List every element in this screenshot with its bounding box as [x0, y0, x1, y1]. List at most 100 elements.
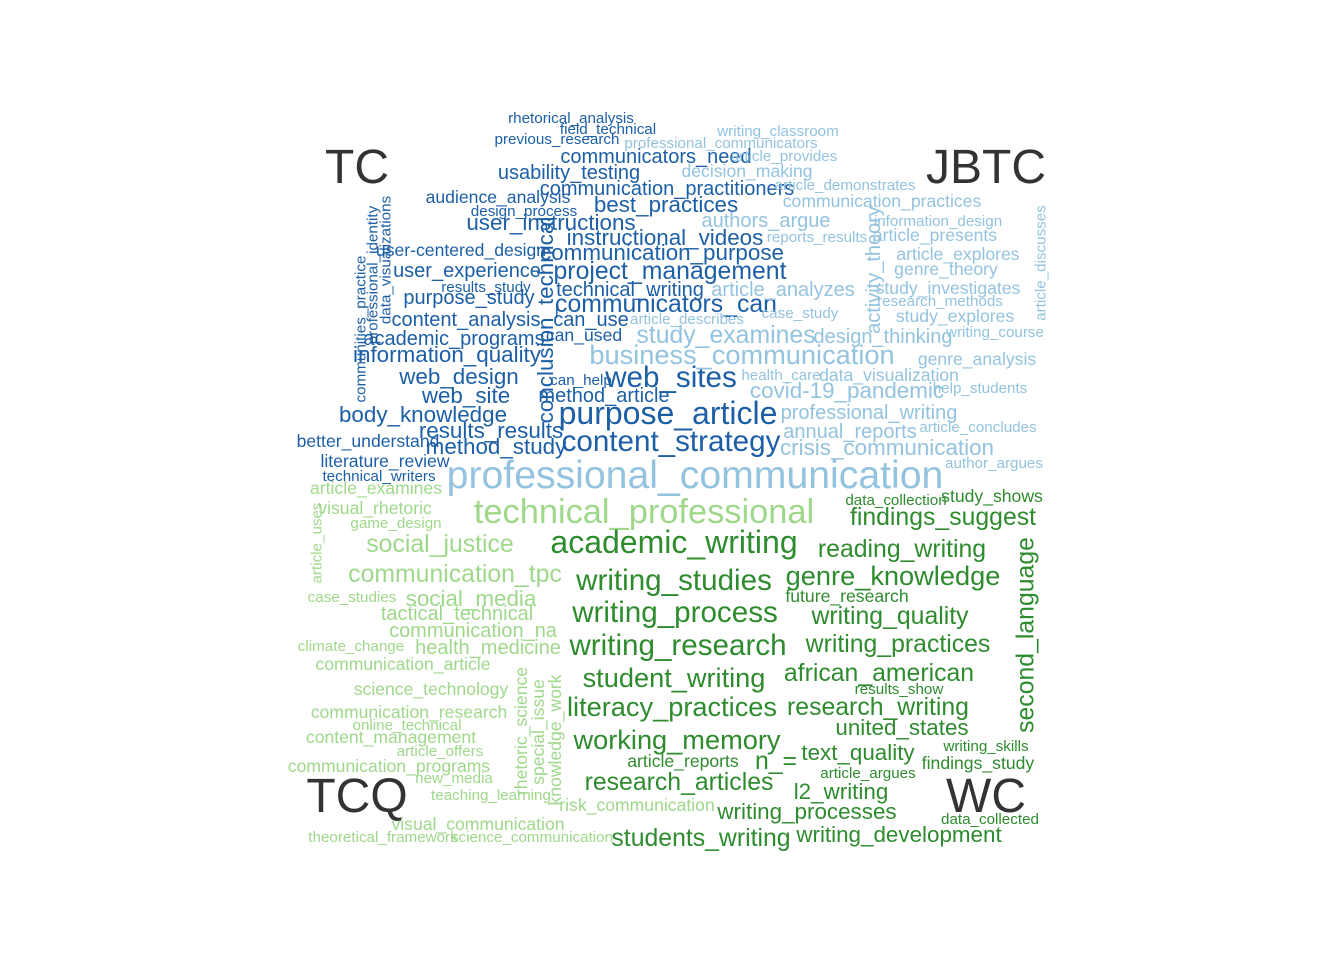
- word-jbtc: authors_argue: [702, 210, 831, 232]
- word-tc: content_strategy: [562, 425, 781, 458]
- word-tc: audience_analysis: [426, 187, 571, 208]
- word-wc: article_argues: [820, 765, 916, 782]
- word-jbtc: business_communication: [589, 339, 894, 370]
- word-jbtc: article_discusses: [1032, 205, 1049, 321]
- word-jbtc: data_visualization: [819, 365, 959, 386]
- word-jbtc: design_thinking: [814, 326, 953, 348]
- word-jbtc: writing_classroom: [716, 123, 839, 140]
- word-tc: results_study: [441, 279, 531, 296]
- word-wc: genre_knowledge: [786, 560, 1001, 591]
- word-tcq: social_media: [406, 586, 537, 611]
- word-tc: results_results: [419, 418, 563, 443]
- word-jbtc: help_students: [933, 380, 1028, 397]
- word-jbtc: author_argues: [945, 455, 1043, 472]
- word-wc: research_writing: [787, 694, 969, 721]
- word-tc: field_technical: [560, 121, 656, 138]
- word-tc: can_used: [546, 325, 622, 346]
- word-tcq: communication_na: [389, 620, 558, 642]
- word-tc: best_practices: [594, 192, 738, 217]
- word-tc: instructional_videos: [567, 225, 764, 250]
- word-tcq: communication_article: [315, 654, 490, 675]
- word-wc: writing_process: [571, 596, 778, 629]
- word-jbtc: professional_communicators: [624, 135, 818, 152]
- word-tc: user-centered_design: [376, 240, 546, 261]
- word-tc: communication_practitioners: [540, 178, 795, 200]
- word-tc: web_sites: [604, 361, 737, 394]
- word-tcq: visual_communication: [391, 814, 564, 835]
- word-jbtc: annual_reports: [783, 421, 916, 443]
- word-tc: content_analysis: [392, 309, 541, 331]
- journal-label-tc: TC: [325, 141, 389, 194]
- word-jbtc: study_examines: [636, 322, 815, 349]
- journal-label-wc: WC: [946, 770, 1026, 823]
- word-tc: purpose_study: [403, 287, 534, 309]
- word-tcq: article_offers: [397, 743, 484, 760]
- word-jbtc: genre_analysis: [918, 349, 1037, 370]
- word-jbtc: health_care: [741, 367, 820, 384]
- word-tc: body_knowledge: [339, 402, 507, 427]
- word-tcq: tactical_technical: [381, 603, 533, 625]
- word-tcq: health_medicine: [415, 637, 561, 659]
- word-wc: writing_practices: [805, 631, 991, 658]
- word-wc: second_language: [1013, 537, 1040, 733]
- word-tc: web_site: [421, 383, 510, 408]
- journal-label-jbtc: JBTC: [926, 141, 1046, 194]
- word-tc: academic_programs: [363, 328, 544, 350]
- word-wc: writing_quality: [810, 603, 969, 630]
- word-tcq: new_media: [415, 770, 493, 787]
- word-tcq: game_design: [350, 515, 441, 532]
- word-jbtc: crisis_communication: [780, 435, 994, 460]
- word-wc: article_reports: [627, 751, 739, 772]
- word-wc: findings_study: [922, 753, 1035, 774]
- word-tcq: rhetoric_science: [511, 667, 532, 795]
- word-tc: purpose_article: [559, 395, 778, 431]
- word-tc: user_instructions: [466, 210, 635, 235]
- word-wc: working_memory: [573, 724, 781, 755]
- word-wc: l2_writing: [794, 779, 889, 804]
- word-tcq: special_issue: [528, 679, 549, 785]
- word-wc: future_research: [785, 586, 908, 607]
- journal-label-tcq: TCQ: [306, 770, 407, 823]
- word-tc: project_management: [554, 258, 787, 285]
- word-jbtc: research_methods: [877, 293, 1003, 310]
- word-tcq: communication_research: [311, 702, 508, 723]
- word-wc: findings_suggest: [850, 504, 1036, 531]
- word-jbtc: article_demonstrates: [775, 177, 916, 194]
- word-jbtc: reports_results: [767, 229, 868, 246]
- word-jbtc: covid-19_pandemic: [750, 378, 944, 403]
- word-tcq: theoretical_framework: [308, 829, 458, 846]
- word-tc: usability_testing: [498, 162, 640, 184]
- word-wc: results_show: [855, 681, 944, 698]
- word-tcq: article_examines: [310, 478, 442, 499]
- word-wc: n_=: [755, 748, 797, 775]
- word-tc: web_design: [398, 364, 519, 389]
- word-tcq: science_communication: [451, 829, 613, 846]
- word-jbtc: article_presents: [873, 225, 997, 246]
- word-jbtc: genre_theory: [894, 259, 998, 280]
- word-tc: data_visualizations: [377, 195, 394, 324]
- word-wc: data_collection: [845, 492, 946, 509]
- word-tcq: communication_tpc: [348, 561, 562, 588]
- word-jbtc: article_provides: [731, 148, 838, 165]
- word-jbtc: article_analyzes: [711, 279, 854, 301]
- word-jbtc: article_explores: [896, 244, 1019, 265]
- word-tc: communicators_need: [560, 146, 751, 168]
- word-tc: conclusion_technical: [533, 217, 558, 424]
- word-tc: technical_writers: [322, 468, 436, 485]
- word-tc: user_experience: [393, 260, 541, 282]
- word-tc: rhetorical_analysis: [508, 110, 634, 127]
- word-wc: student_writing: [583, 662, 766, 693]
- word-tc: technical_writing: [556, 279, 704, 301]
- word-wc: students_writing: [611, 825, 790, 852]
- word-wc: academic_writing: [550, 524, 797, 560]
- word-jbtc: case_study: [762, 305, 839, 322]
- word-tc: literature_review: [320, 451, 449, 472]
- word-jbtc: decision_making: [681, 161, 812, 182]
- word-jbtc: activity_theory: [863, 206, 885, 334]
- word-wc: united_states: [835, 715, 968, 740]
- word-wc: writing_processes: [716, 799, 896, 824]
- word-tcq: technical_professional: [474, 493, 814, 531]
- word-wc: literacy_practices: [567, 691, 777, 722]
- word-tcq: science_technology: [354, 679, 509, 700]
